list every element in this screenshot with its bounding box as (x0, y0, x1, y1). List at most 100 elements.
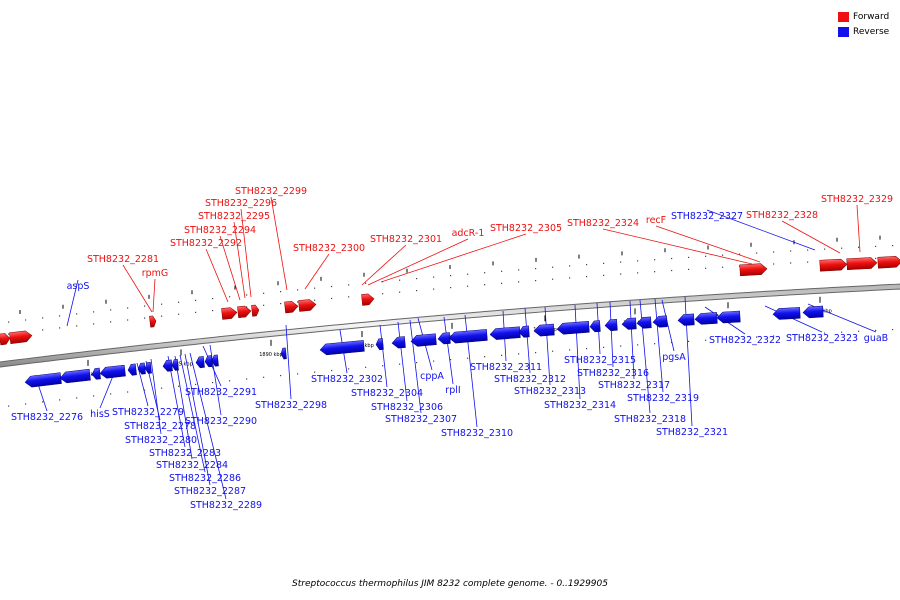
guide-dot (93, 311, 95, 313)
guide-dot (569, 277, 571, 279)
leader-line (184, 353, 211, 486)
reverse-gene-arrow[interactable] (533, 323, 555, 337)
reverse-gene-label: STH8232_2302 (311, 374, 383, 385)
reverse-gene-arrow[interactable] (319, 340, 365, 356)
reverse-gene-arrow[interactable] (162, 359, 173, 372)
reverse-gene-label: STH8232_2314 (544, 400, 616, 411)
reverse-gene-arrow[interactable] (91, 367, 101, 380)
guide-dot (212, 310, 214, 312)
forward-gene-arrow[interactable] (298, 299, 317, 312)
leader-line (602, 228, 753, 265)
leader-line (524, 307, 531, 374)
forward-gene-arrow[interactable] (251, 304, 260, 317)
reverse-gene-label: STH8232_2319 (627, 393, 699, 404)
reverse-gene-arrow[interactable] (677, 313, 695, 326)
reverse-gene-arrow[interactable] (636, 316, 652, 329)
guide-dot (722, 254, 724, 256)
guide-dot (178, 313, 180, 315)
reverse-gene-arrow[interactable] (59, 368, 91, 384)
leader-line (544, 306, 551, 386)
reverse-gene-arrow[interactable] (716, 310, 741, 324)
reverse-gene-arrow[interactable] (99, 364, 126, 379)
guide-dot (331, 297, 333, 300)
guide-dot (246, 306, 248, 308)
guide-dot (280, 291, 282, 293)
reverse-gene-arrow[interactable] (211, 354, 219, 367)
reverse-gene-arrow[interactable] (24, 372, 62, 388)
reverse-gene-arrow[interactable] (802, 305, 824, 319)
reverse-gene-label: STH8232_2316 (577, 368, 649, 379)
guide-dot (705, 339, 707, 341)
guide-dot (586, 348, 588, 350)
guide-dot (875, 329, 877, 331)
guide-dot (76, 397, 78, 399)
guide-dot (348, 296, 350, 298)
reverse-gene-arrow[interactable] (652, 315, 668, 328)
leader-line (764, 305, 823, 333)
reverse-gene-arrow[interactable] (375, 338, 384, 351)
reverse-gene-arrow[interactable] (437, 332, 451, 345)
guide-dot (348, 368, 350, 370)
leader-line (285, 324, 292, 400)
reverse-gene-arrow[interactable] (772, 307, 801, 320)
reverse-gene-arrow[interactable] (556, 321, 590, 335)
reverse-gene-arrow[interactable] (621, 317, 637, 330)
guide-dot (858, 330, 860, 332)
leader-line (209, 344, 222, 416)
leader-line (409, 319, 422, 414)
forward-gene-arrow[interactable] (221, 307, 238, 320)
legend-reverse: Reverse (838, 24, 889, 39)
reverse-gene-arrow[interactable] (589, 320, 601, 333)
leader-line (609, 301, 614, 368)
forward-gene-arrow[interactable] (877, 256, 900, 269)
guide-dot (416, 362, 418, 364)
reverse-gene-arrow[interactable] (204, 355, 213, 368)
guide-dot (501, 354, 503, 356)
reverse-gene-label: STH8232_2291 (185, 387, 257, 398)
guide-dot (25, 319, 27, 321)
forward-gene-arrow[interactable] (819, 258, 848, 272)
guide-dot (467, 285, 469, 287)
guide-dot (59, 327, 61, 329)
reverse-gene-arrow[interactable] (604, 319, 618, 331)
reverse-gene-arrow[interactable] (391, 336, 406, 349)
forward-gene-arrow[interactable] (0, 333, 11, 346)
reverse-gene-arrow[interactable] (171, 358, 179, 371)
forward-gene-arrow[interactable] (237, 305, 252, 319)
reverse-gene-arrow[interactable] (489, 326, 521, 340)
reverse-gene-arrow[interactable] (694, 312, 718, 325)
forward-gene-arrow[interactable] (149, 315, 157, 328)
forward-gene-arrow[interactable] (361, 293, 375, 306)
guide-dot (161, 303, 163, 305)
reverse-gene-arrow[interactable] (518, 325, 530, 338)
guide-dot (671, 269, 673, 272)
guide-dot (297, 301, 299, 303)
guide-dot (127, 319, 129, 321)
guide-dot (178, 385, 180, 387)
leader-line (179, 354, 206, 473)
forward-gene-arrow[interactable] (9, 330, 33, 344)
reverse-gene-arrow[interactable] (127, 363, 137, 376)
reverse-gene-label: STH8232_2312 (494, 374, 566, 385)
forward-gene-arrow[interactable] (739, 263, 768, 277)
leader-line (367, 238, 469, 286)
reverse-gene-arrow[interactable] (137, 362, 146, 375)
reverse-gene-arrow[interactable] (144, 361, 152, 374)
forward-gene-arrow[interactable] (846, 257, 878, 271)
guide-dot (824, 332, 826, 334)
reverse-gene-arrow[interactable] (280, 347, 287, 360)
guide-dot (42, 329, 44, 331)
forward-gene-arrow[interactable] (284, 301, 299, 314)
guide-dot (841, 247, 843, 249)
reverse-gene-arrow[interactable] (195, 356, 205, 369)
guide-dot (518, 269, 520, 271)
guide-dot (331, 369, 333, 372)
guide-dot (110, 393, 112, 395)
guide-dot (450, 359, 452, 361)
scale-label: 1885 kbp (169, 361, 193, 367)
reverse-gene-arrow[interactable] (448, 329, 488, 344)
guide-dot (399, 363, 401, 365)
leader-line (189, 352, 227, 500)
reverse-gene-arrow[interactable] (410, 333, 437, 347)
